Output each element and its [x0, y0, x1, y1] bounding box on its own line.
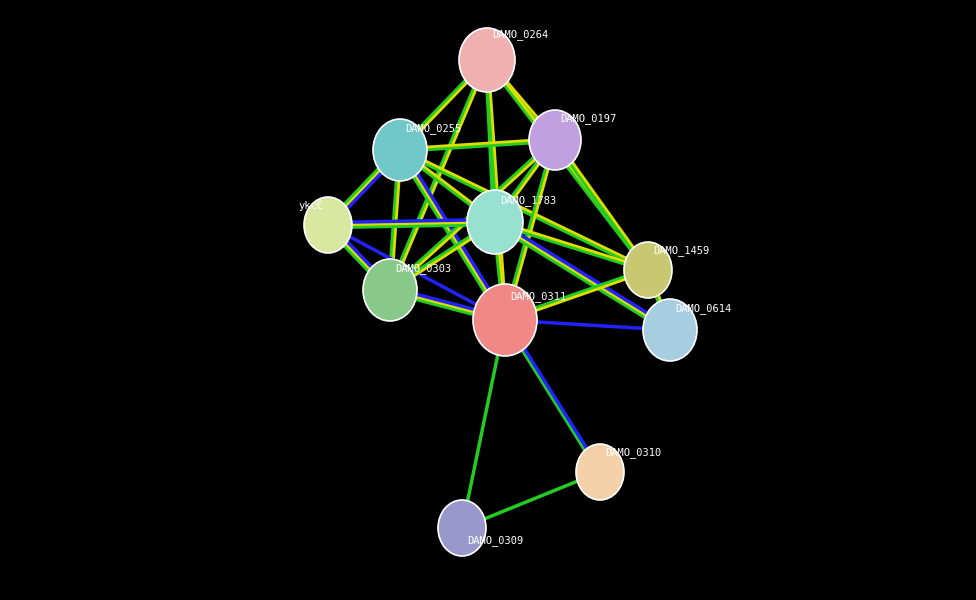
Ellipse shape [576, 444, 624, 500]
Ellipse shape [373, 119, 427, 181]
Text: DAMO_0309: DAMO_0309 [467, 535, 523, 546]
Ellipse shape [459, 28, 515, 92]
Ellipse shape [643, 299, 697, 361]
Text: DAMO_0264: DAMO_0264 [492, 29, 549, 40]
Text: DAMO_1459: DAMO_1459 [653, 245, 710, 256]
Text: DAMO_0310: DAMO_0310 [605, 447, 662, 458]
Text: ykcC: ykcC [298, 201, 323, 211]
Ellipse shape [473, 284, 537, 356]
Text: DAMO_0614: DAMO_0614 [675, 303, 731, 314]
Ellipse shape [304, 197, 352, 253]
Ellipse shape [363, 259, 417, 321]
Text: DAMO_0303: DAMO_0303 [395, 263, 451, 274]
Text: DAMO_0255: DAMO_0255 [405, 123, 462, 134]
Text: DAMO_0197: DAMO_0197 [560, 113, 616, 124]
Ellipse shape [529, 110, 581, 170]
Text: DAMO_1783: DAMO_1783 [500, 195, 556, 206]
Ellipse shape [467, 190, 523, 254]
Ellipse shape [624, 242, 672, 298]
Text: DAMO_0311: DAMO_0311 [510, 291, 566, 302]
Ellipse shape [438, 500, 486, 556]
